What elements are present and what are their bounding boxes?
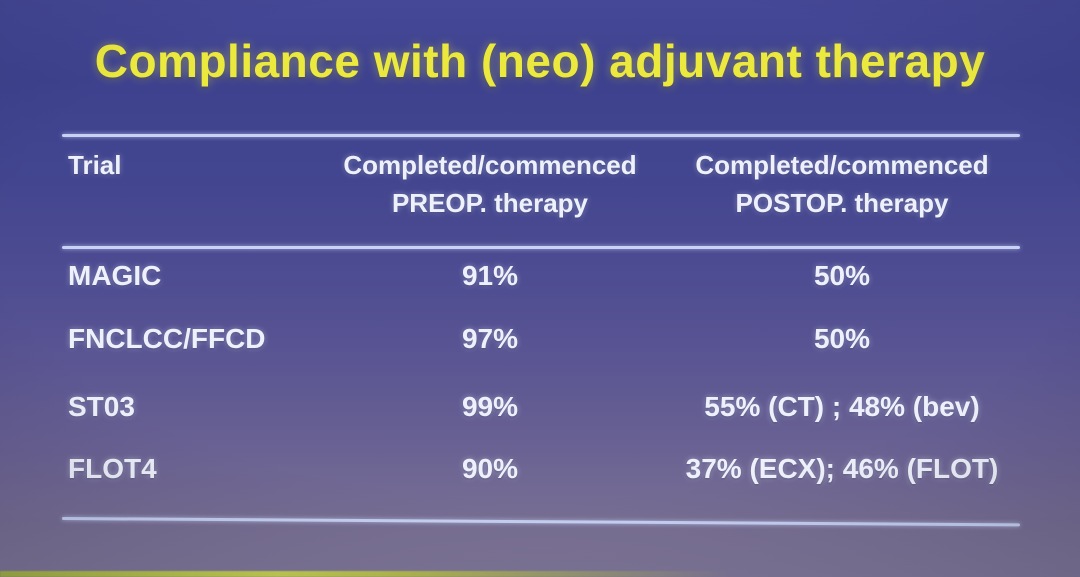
column-header-postop-line2: POSTOP. therapy bbox=[735, 188, 949, 218]
table-rule-top bbox=[62, 134, 1020, 137]
trial-cell: MAGIC bbox=[68, 260, 162, 291]
column-header-preop-line2: PREOP. therapy bbox=[391, 188, 589, 218]
column-header-preop-line1: Completed/commenced bbox=[343, 150, 637, 180]
postop-value: 37% (ECX); 46% (FLOT) bbox=[685, 453, 999, 484]
slide-title: Compliance with (neo) adjuvant therapy bbox=[94, 35, 986, 87]
preop-value: 91% bbox=[461, 260, 519, 291]
postop-value: 50% bbox=[813, 323, 871, 354]
preop-value: 97% bbox=[461, 323, 519, 354]
postop-value: 50% bbox=[813, 260, 871, 291]
table-rule-header bbox=[62, 246, 1020, 249]
preop-value: 90% bbox=[461, 453, 519, 484]
column-header-postop-line1: Completed/commenced bbox=[695, 150, 989, 180]
column-header-trial: Trial bbox=[68, 150, 122, 180]
preop-value: 99% bbox=[461, 391, 519, 422]
postop-value: 55% (CT) ; 48% (bev) bbox=[704, 391, 980, 422]
trial-cell: ST03 bbox=[68, 391, 135, 422]
projection-edge-strip bbox=[0, 571, 730, 577]
column-header-postop: Completed/commenced POSTOP. therapy bbox=[648, 146, 1036, 222]
table-rule-bottom bbox=[61, 517, 1020, 527]
trial-cell: FNCLCC/FFCD bbox=[68, 323, 266, 354]
trial-cell: FLOT4 bbox=[68, 453, 157, 484]
column-header-preop: Completed/commenced PREOP. therapy bbox=[300, 146, 680, 222]
